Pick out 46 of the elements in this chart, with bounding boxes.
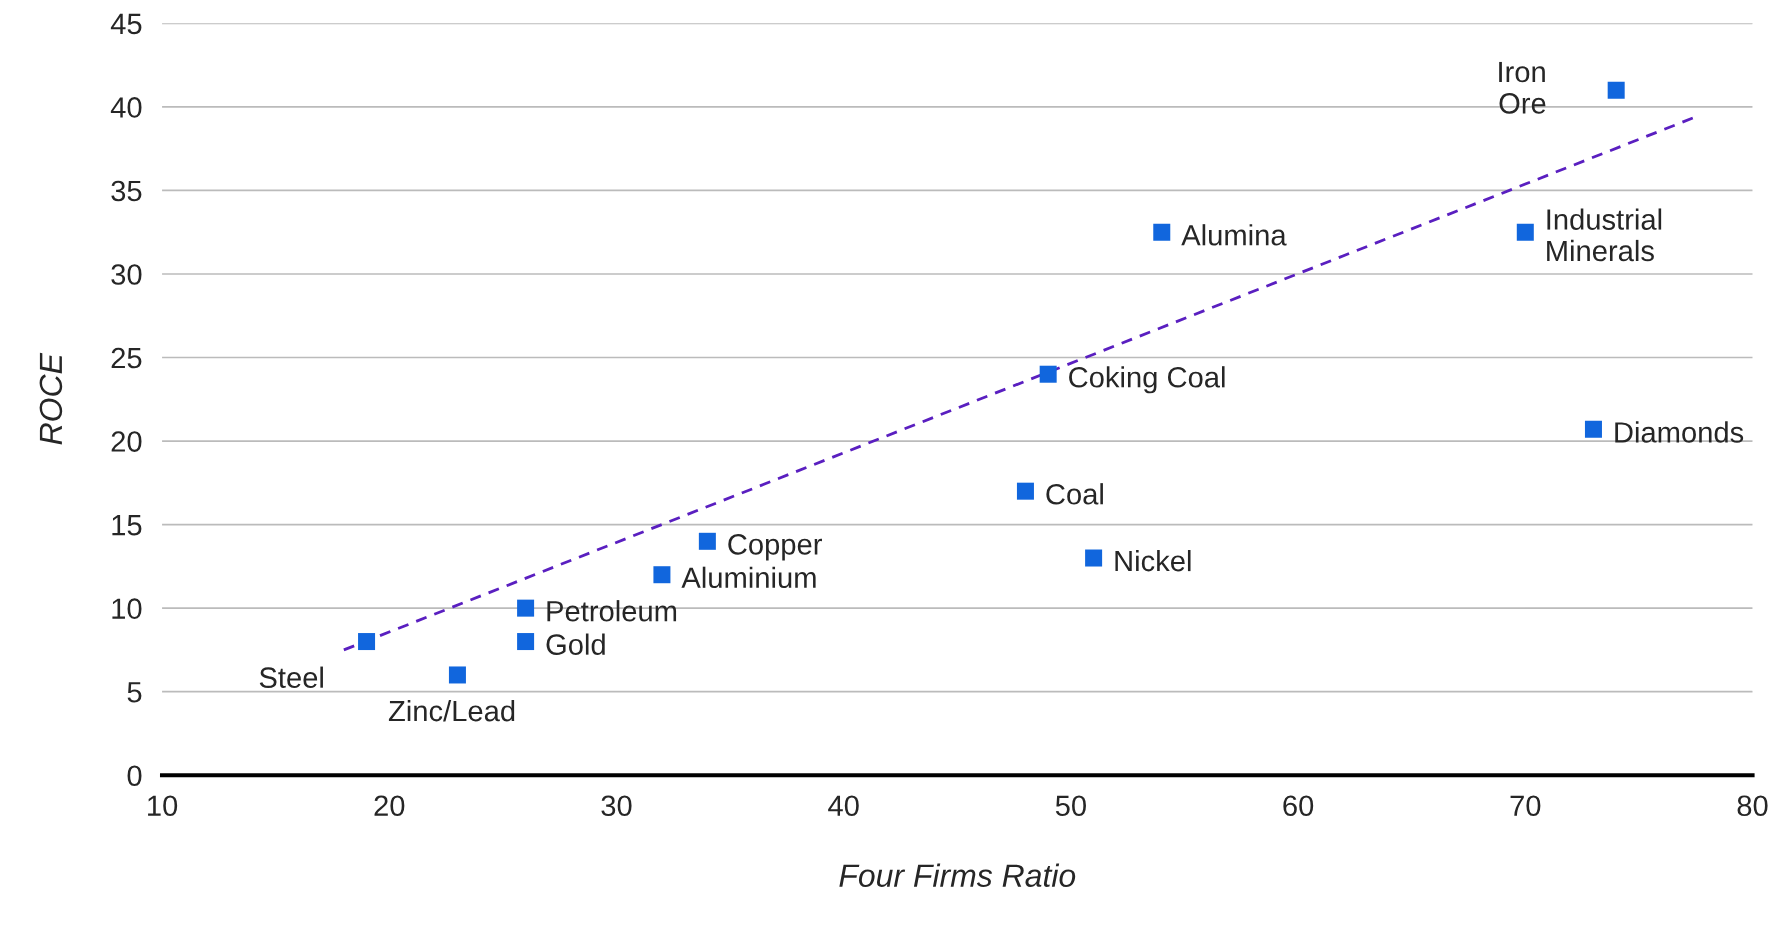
y-tick-label: 35 xyxy=(111,180,142,202)
annotation: Iron Ore xyxy=(1499,61,1546,114)
point xyxy=(517,633,535,651)
y-tick-label: 10 xyxy=(112,598,142,619)
point xyxy=(358,633,376,651)
annotation: Petroleum xyxy=(547,600,677,622)
y-tick-label: 5 xyxy=(127,682,142,703)
point xyxy=(1039,365,1057,383)
x-tick-label: 60 xyxy=(1283,795,1314,817)
annotation: Alumina xyxy=(1181,224,1287,246)
y-tick-label: 0 xyxy=(127,765,142,787)
point xyxy=(653,566,671,584)
x-tick-label: 10 xyxy=(148,795,178,817)
annotation: Industrial Minerals xyxy=(1547,208,1662,262)
annotation: Aluminium xyxy=(681,566,816,589)
y-tick-label: 45 xyxy=(110,13,142,35)
annotation: Steel xyxy=(259,666,323,688)
annotation: Nickel xyxy=(1115,549,1191,572)
annotation: Diamonds xyxy=(1615,421,1744,443)
x-tick-label: 50 xyxy=(1055,795,1086,817)
y-tick-label: 20 xyxy=(111,431,142,452)
annotation: Coking Coal xyxy=(1069,366,1225,394)
point xyxy=(448,666,466,684)
y-tick-label: 25 xyxy=(111,347,142,369)
annotation: Coal xyxy=(1046,483,1103,505)
x-tick-label: 30 xyxy=(601,795,632,817)
x-tick-label: 40 xyxy=(828,795,859,817)
x-tick-label: 70 xyxy=(1510,795,1541,817)
y-tick-label: 30 xyxy=(111,264,142,285)
x-axis-title: Four Firms Ratio xyxy=(839,863,1076,887)
point xyxy=(1016,482,1034,500)
point xyxy=(517,599,535,617)
point xyxy=(698,532,716,550)
point xyxy=(1153,223,1171,241)
y-axis-title: ROCE xyxy=(39,352,63,445)
point xyxy=(1085,549,1103,567)
annotation: Copper xyxy=(728,534,822,561)
point xyxy=(1607,81,1625,99)
annotation: Zinc/Lead xyxy=(388,699,515,722)
y-tick-label: 15 xyxy=(112,515,142,536)
y-tick-label: 40 xyxy=(110,97,142,118)
x-tick-label: 20 xyxy=(374,795,405,817)
point xyxy=(1516,223,1534,241)
point xyxy=(1584,420,1602,438)
x-tick-label: 80 xyxy=(1737,795,1768,817)
annotation: Gold xyxy=(546,633,605,655)
